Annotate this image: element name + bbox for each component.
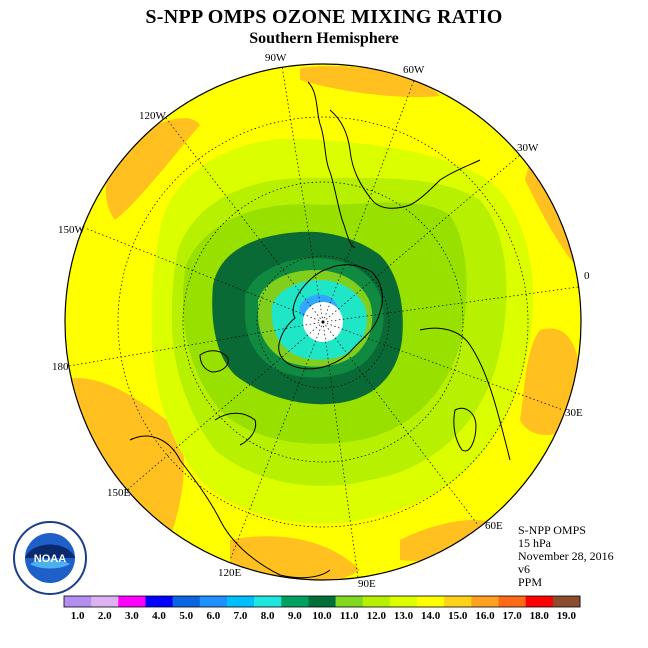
- colorbar-tick-label: 3.0: [125, 610, 139, 622]
- colorbar-tick-label: 5.0: [179, 610, 193, 622]
- colorbar-swatch: [118, 596, 146, 607]
- meridian-150e: [126, 321, 324, 491]
- lon-label-90w: 90W: [265, 52, 287, 64]
- field-orange-ne: [525, 160, 580, 270]
- graticule: [68, 65, 579, 579]
- coast-australia: [129, 435, 331, 579]
- longitude-labels: 0 30E 60E 90E 120E 150E 180 150W 120W 90…: [52, 52, 590, 590]
- colorbar-tick-label: 9.0: [288, 610, 302, 622]
- colorbar-tick-label: 1.0: [71, 610, 85, 622]
- colorbar-swatch: [525, 596, 554, 607]
- colorbar-swatch: [91, 596, 119, 607]
- colorbar-swatch: [389, 596, 418, 607]
- colorbar-tick-label: 7.0: [234, 610, 248, 622]
- colorbar-swatch: [172, 596, 201, 607]
- field-orange-southwest: [65, 378, 184, 560]
- colorbar-swatch: [362, 596, 391, 607]
- lon-label-150e: 150E: [107, 487, 131, 499]
- field-orange-north: [300, 66, 440, 98]
- meridian-90w: [281, 65, 324, 323]
- meridian-60e: [322, 321, 479, 526]
- colorbar-tick-label: 14.0: [421, 610, 441, 622]
- lon-label-90e: 90E: [358, 578, 376, 590]
- colorbar-swatch: [308, 596, 337, 607]
- colorbar-swatch: [335, 596, 364, 607]
- latitude-circle-inner: [256, 255, 390, 389]
- meridian-60w: [322, 79, 415, 323]
- colorbar-swatch: [64, 596, 92, 607]
- colorbar-tick-label: 13.0: [394, 610, 414, 622]
- colorbar-swatch: [444, 596, 472, 607]
- meridian-90e: [322, 321, 359, 579]
- latitude-circle-mid: [182, 181, 464, 463]
- meridian-30e: [322, 321, 564, 411]
- coast-new-zealand-north: [214, 412, 257, 446]
- colorbar-swatch: [254, 596, 282, 607]
- colorbar-tick-label: 10.0: [312, 610, 332, 622]
- coast-antarctica: [278, 264, 383, 370]
- latitude-circle-outer: [117, 116, 529, 528]
- south-pole-dot: [321, 320, 325, 324]
- colorbar-tick-label: 15.0: [448, 610, 468, 622]
- coast-south-america: [307, 81, 356, 249]
- lon-label-30w: 30W: [517, 142, 539, 154]
- colorbar-tick-label: 8.0: [261, 610, 275, 622]
- colorbar-swatch: [281, 596, 309, 607]
- info-units: PPM: [518, 575, 543, 589]
- meridian-30w: [322, 154, 521, 323]
- logo-text: NOAA: [34, 553, 66, 565]
- map-subtitle: Southern Hemisphere: [249, 30, 399, 47]
- info-version: v6: [518, 562, 530, 576]
- colorbar-tick-label: 2.0: [98, 610, 112, 622]
- colorbar-swatch: [417, 596, 445, 607]
- colorbar-border: [63, 595, 581, 608]
- globe-outline: [64, 63, 582, 581]
- colorbar-tick-label: 18.0: [530, 610, 550, 622]
- coast-new-zealand-south: [199, 350, 229, 373]
- lon-label-120e: 120E: [218, 567, 242, 579]
- colorbar-tick-label: 19.0: [557, 610, 577, 622]
- coast-africa: [419, 327, 511, 461]
- lon-label-0: 0: [584, 270, 590, 282]
- colorbar-tick-label: 12.0: [367, 610, 387, 622]
- coast-madagascar: [453, 407, 477, 452]
- lon-label-180: 180: [52, 361, 69, 373]
- meridian-0: [322, 286, 579, 323]
- colorbar-tick-label: 4.0: [152, 610, 166, 622]
- colorbar-swatch: [552, 596, 581, 607]
- meridian-150w: [84, 227, 324, 323]
- meridian-180: [68, 321, 324, 367]
- meridian-120w: [165, 117, 324, 323]
- lon-label-30e: 30E: [565, 407, 583, 419]
- meridian-120e: [229, 321, 324, 561]
- colorbar-tick-label: 17.0: [502, 610, 522, 622]
- map-title: S-NPP OMPS OZONE MIXING RATIO: [145, 6, 503, 28]
- colorbar-tick-label: 6.0: [206, 610, 220, 622]
- ozone-field: [65, 64, 581, 580]
- info-level: 15 hPa: [518, 536, 551, 550]
- noaa-logo: NOAA: [13, 521, 87, 595]
- colorbar-swatch: [498, 596, 527, 607]
- lon-label-60w: 60W: [403, 64, 425, 76]
- info-instrument: S-NPP OMPS: [518, 523, 586, 537]
- colorbar-swatch: [471, 596, 500, 607]
- colorbar: 1.0 2.0 3.0 4.0 5.0 6.0 7.0 8.0 9.0 10.0 11.0 12.0 1…: [63, 595, 581, 622]
- colorbar-swatch: [145, 596, 174, 607]
- colorbar-swatch: [199, 596, 228, 607]
- coastlines: [129, 81, 511, 579]
- coast-south-america-east: [329, 109, 481, 209]
- info-date: November 28, 2016: [518, 549, 614, 563]
- colorbar-tick-label: 16.0: [475, 610, 495, 622]
- colorbar-tick-label: 11.0: [340, 610, 359, 622]
- lon-label-60e: 60E: [485, 520, 503, 532]
- lon-label-120w: 120W: [139, 110, 167, 122]
- lon-label-150w: 150W: [58, 224, 86, 236]
- colorbar-swatch: [226, 596, 255, 607]
